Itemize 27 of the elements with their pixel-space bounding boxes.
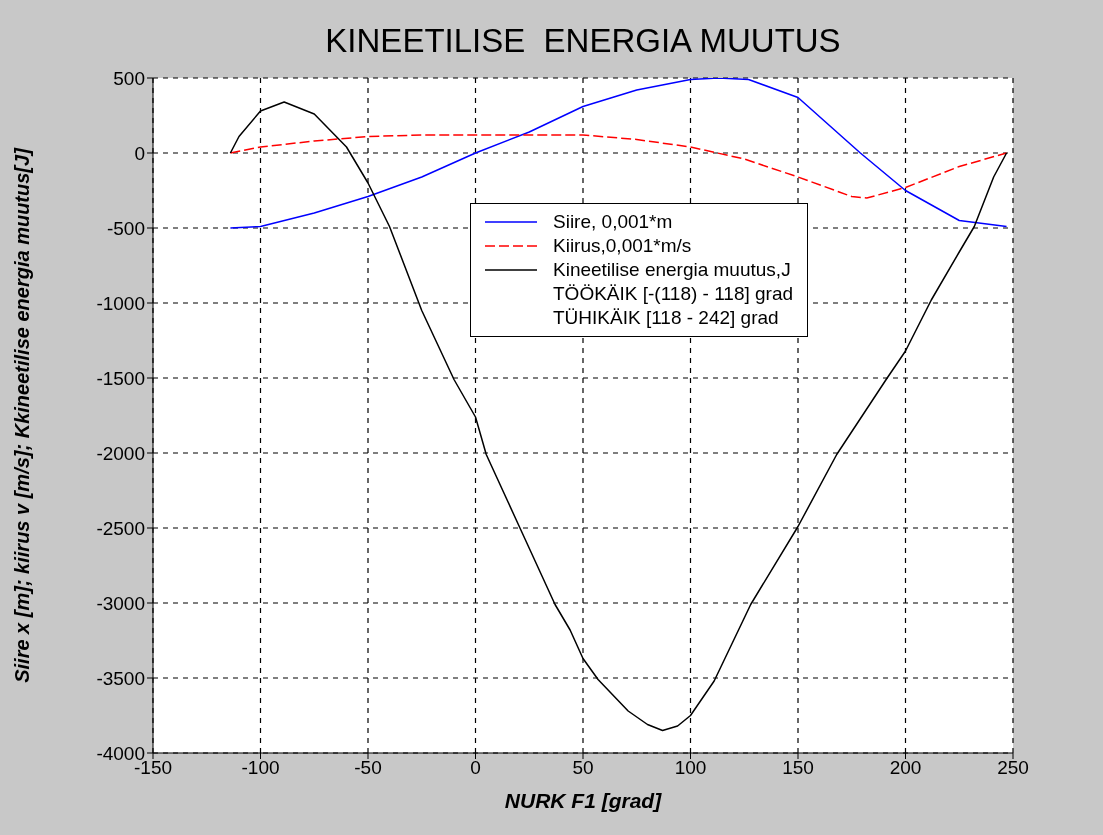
x-tick-label: 0 — [470, 757, 481, 779]
y-tick-label: -3000 — [96, 592, 145, 614]
x-tick-label: 100 — [674, 757, 707, 779]
line-series — [229, 78, 1008, 229]
legend-label: Siire, 0,001*m — [553, 210, 673, 234]
y-tick-label: -2000 — [96, 442, 145, 464]
x-tick-label: 200 — [889, 757, 922, 779]
annotation: TÜHIKÄIK [118 - 242] grad — [552, 306, 780, 330]
x-tick-label: 50 — [572, 757, 594, 779]
chart-title: KINEETILISE ENERGIA MUUTUS — [324, 22, 842, 60]
y-tick-label: -1500 — [96, 367, 145, 389]
y-tick-label: -2500 — [96, 517, 145, 539]
line-series — [229, 134, 1008, 199]
x-axis-title: NURK F1 [grad] — [504, 788, 663, 812]
x-tick-label: -50 — [354, 757, 382, 779]
x-tick-label: 250 — [997, 757, 1029, 779]
annotation: TÖÖKÄIK [-(118) - 118] grad — [552, 282, 794, 306]
y-axis-title: Siire x [m]; kiirus v [m/s]; Kkineetilise energia muutus[J] — [11, 146, 34, 683]
y-tick-label: 0 — [134, 142, 145, 164]
y-tick-label: -1000 — [96, 292, 145, 314]
y-tick-label: 500 — [113, 67, 145, 89]
x-tick-label: -100 — [241, 757, 280, 779]
y-tick-label: -500 — [106, 217, 145, 239]
y-tick-label: -3500 — [96, 667, 145, 689]
legend-label: Kiirus,0,001*m/s — [553, 234, 692, 258]
legend-label: Kineetilise energia muutus,J — [553, 258, 791, 282]
x-tick-label: 150 — [782, 757, 814, 779]
